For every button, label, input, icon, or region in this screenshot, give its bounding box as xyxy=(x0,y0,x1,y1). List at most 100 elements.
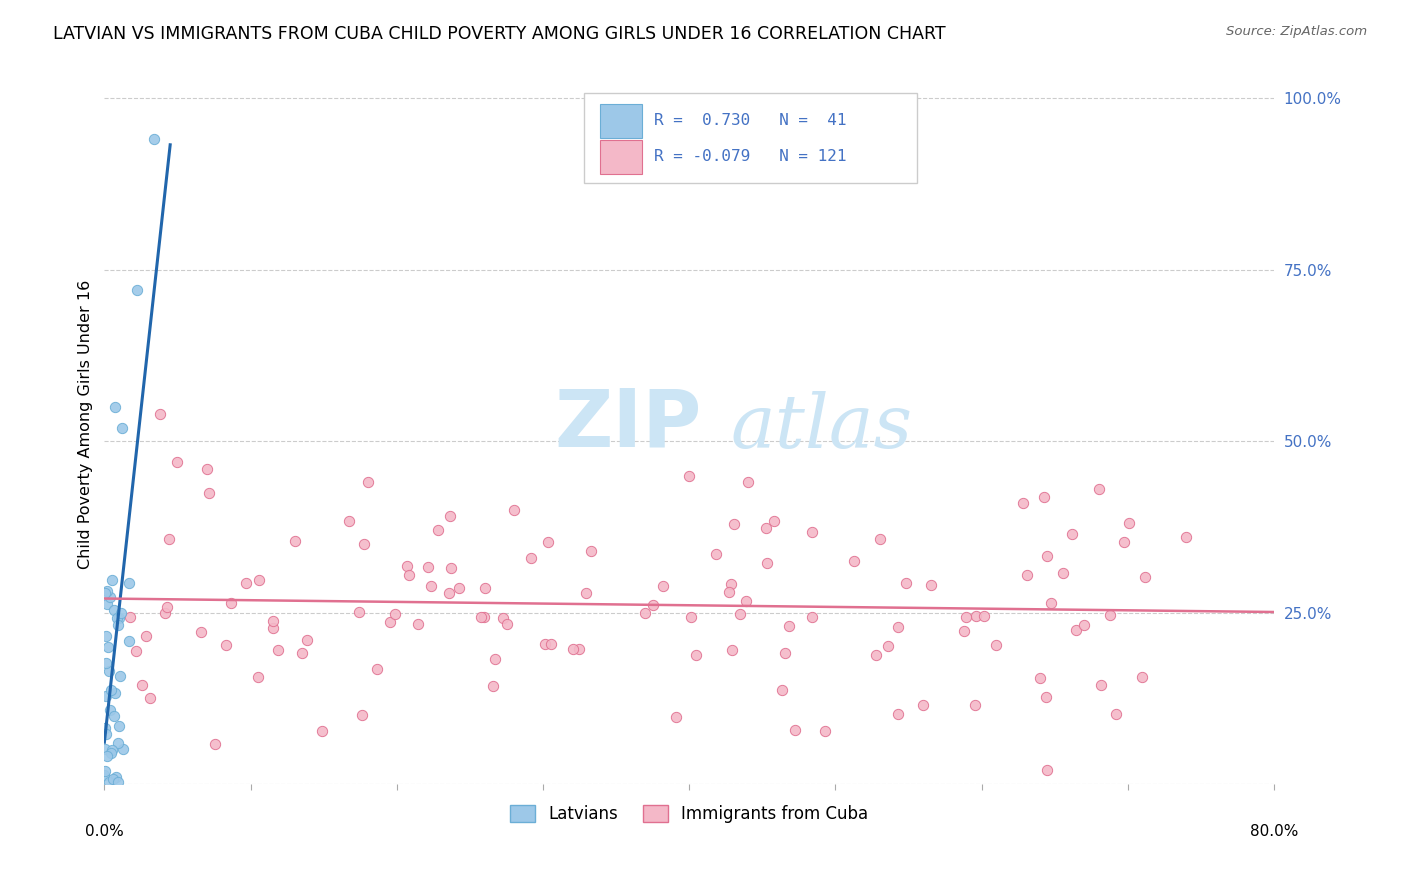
Point xyxy=(195,461,218,475)
Point xyxy=(440,561,463,575)
Point xyxy=(108,719,131,733)
Point xyxy=(353,537,375,551)
Point xyxy=(157,532,180,546)
Text: R =  0.730   N =  41: R = 0.730 N = 41 xyxy=(654,113,846,128)
Point xyxy=(284,533,307,548)
Point xyxy=(920,578,942,592)
Point xyxy=(149,407,172,421)
Point xyxy=(156,599,179,614)
Point xyxy=(1175,530,1198,544)
Point xyxy=(135,629,157,643)
Point xyxy=(1064,623,1087,637)
Point xyxy=(953,624,976,639)
Point xyxy=(955,610,977,624)
Point xyxy=(1036,549,1059,564)
Legend: Latvians, Immigrants from Cuba: Latvians, Immigrants from Cuba xyxy=(503,798,875,830)
Point xyxy=(96,597,118,611)
Point xyxy=(94,656,117,670)
Point xyxy=(247,573,270,587)
Point xyxy=(520,551,543,566)
Point xyxy=(118,610,141,624)
Point xyxy=(1090,678,1112,692)
Point xyxy=(651,579,673,593)
Point xyxy=(1012,495,1035,509)
Point xyxy=(1087,482,1109,496)
Point xyxy=(785,723,807,738)
Point xyxy=(1035,690,1057,704)
Point xyxy=(384,607,406,621)
FancyBboxPatch shape xyxy=(600,103,643,138)
Point xyxy=(496,617,519,632)
Point xyxy=(886,707,908,722)
Point xyxy=(347,605,370,619)
Point xyxy=(93,721,115,735)
Point xyxy=(366,662,388,676)
Point xyxy=(131,678,153,692)
Point xyxy=(1118,516,1140,530)
Point xyxy=(110,606,132,620)
Point xyxy=(449,581,471,595)
Point xyxy=(718,585,741,599)
Point xyxy=(1060,527,1083,541)
Point xyxy=(778,619,800,633)
Point xyxy=(97,640,120,655)
Point xyxy=(973,609,995,624)
Point xyxy=(108,611,131,625)
Point xyxy=(337,514,360,528)
Point xyxy=(107,775,129,789)
Point xyxy=(107,736,129,750)
Point xyxy=(396,558,419,573)
Point xyxy=(103,603,125,617)
Text: ZIP: ZIP xyxy=(555,385,702,463)
Point xyxy=(143,132,166,146)
Point xyxy=(561,641,583,656)
Point xyxy=(125,644,148,658)
Point xyxy=(262,621,284,635)
Point xyxy=(685,648,707,663)
Point xyxy=(474,582,496,596)
Point xyxy=(472,609,495,624)
Point xyxy=(96,583,118,598)
Point xyxy=(723,516,745,531)
Point xyxy=(737,475,759,490)
Point xyxy=(537,534,560,549)
Point xyxy=(579,543,602,558)
Point xyxy=(398,567,420,582)
Point xyxy=(735,594,758,608)
Point xyxy=(887,620,910,634)
Point xyxy=(311,724,333,739)
Point xyxy=(98,590,121,604)
Point xyxy=(634,606,657,620)
Point xyxy=(190,624,212,639)
Point xyxy=(502,503,524,517)
Point xyxy=(755,521,778,535)
Point xyxy=(352,707,374,722)
Point xyxy=(100,747,122,761)
Point xyxy=(139,690,162,705)
FancyBboxPatch shape xyxy=(583,93,917,183)
Point xyxy=(246,670,269,684)
Point xyxy=(801,610,824,624)
Point xyxy=(1040,596,1063,610)
Point xyxy=(104,770,127,784)
Point xyxy=(770,683,793,698)
Point xyxy=(540,637,562,651)
Point xyxy=(641,598,664,612)
Point xyxy=(575,586,598,600)
Point xyxy=(94,727,117,741)
Point xyxy=(801,524,824,539)
Point xyxy=(965,698,987,713)
Point xyxy=(1112,535,1135,549)
Point xyxy=(108,669,131,683)
Point xyxy=(125,284,148,298)
Point xyxy=(262,614,284,628)
Point xyxy=(877,639,900,653)
Point xyxy=(356,475,378,490)
Point xyxy=(93,768,115,782)
Point xyxy=(1032,490,1054,504)
Point xyxy=(912,698,935,712)
Point xyxy=(94,742,117,756)
Point xyxy=(103,709,125,723)
Point xyxy=(420,579,443,593)
Point xyxy=(763,514,786,528)
